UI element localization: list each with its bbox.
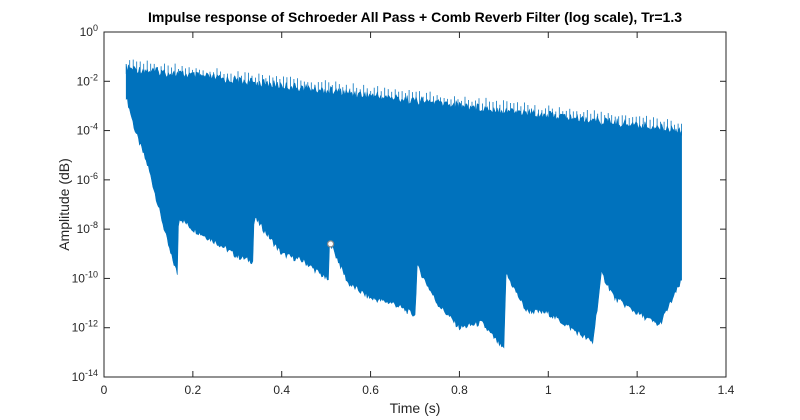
x-axis-ticks: 0 0.2 0.4 0.6 0.8 1 1.2 1.4 <box>101 32 735 397</box>
x-tick-label: 1.2 <box>629 383 646 397</box>
y-tick-label: 10-12 <box>72 319 98 335</box>
x-tick-label: 0.6 <box>362 383 379 397</box>
y-axis-label: Amplitude (dB) <box>56 158 72 251</box>
impulse-response-series <box>125 59 682 349</box>
y-tick-label: 10-8 <box>77 220 98 236</box>
x-tick-label: 0.2 <box>185 383 202 397</box>
x-tick-label: 1 <box>545 383 552 397</box>
chart-title: Impulse response of Schroeder All Pass +… <box>148 9 682 25</box>
x-tick-label: 0.8 <box>451 383 468 397</box>
axes-box <box>103 31 727 378</box>
x-tick-label: 1.4 <box>718 383 735 397</box>
y-tick-label: 10-2 <box>77 72 98 88</box>
annotation-layer <box>327 240 335 248</box>
x-tick-label: 0.4 <box>273 383 290 397</box>
impulse-response-area <box>125 63 682 349</box>
y-tick-label: 10-4 <box>77 122 98 138</box>
x-axis-label: Time (s) <box>390 400 441 416</box>
y-tick-label: 10-6 <box>77 171 98 187</box>
x-tick-label: 0 <box>101 383 108 397</box>
y-tick-label: 100 <box>80 23 98 39</box>
annotation-marker <box>327 240 335 248</box>
y-axis-ticks: 100 10-2 10-4 10-6 10-8 10-10 10-12 10-14 <box>72 23 726 384</box>
y-tick-label: 10-10 <box>72 269 98 285</box>
y-tick-label: 10-14 <box>72 368 98 384</box>
